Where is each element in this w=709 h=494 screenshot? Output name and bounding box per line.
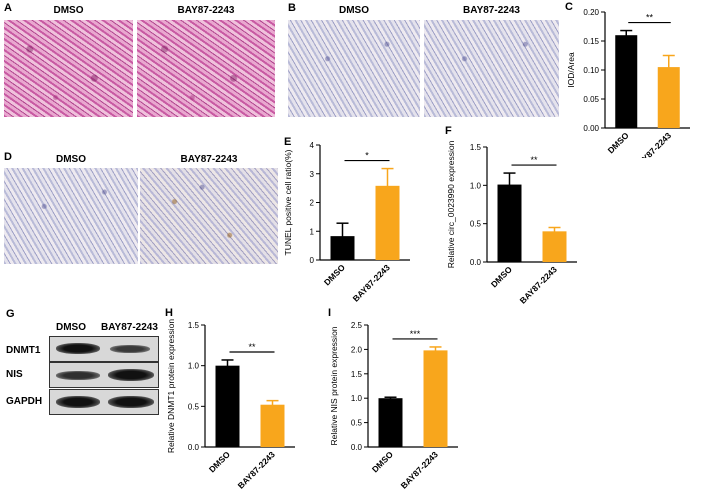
blot-lane-label-bay: BAY87-2243: [101, 322, 158, 333]
panel-a-label-dmso: DMSO: [53, 5, 84, 16]
panel-letter-i: I: [328, 307, 331, 319]
y-tick-label: 1.0: [188, 362, 200, 371]
band-gapdh-dmso: [56, 396, 100, 408]
significance-stars: **: [530, 155, 538, 165]
blot-row-nis: [49, 362, 159, 388]
panel-d-label-bay: BAY87-2243: [180, 154, 238, 165]
panel-letter-d: D: [4, 151, 12, 163]
y-tick-label: 2.5: [351, 321, 363, 330]
y-tick-label: 2.0: [351, 345, 363, 354]
bar-bay87-2243: [542, 231, 567, 262]
category-label: DMSO: [489, 264, 514, 289]
panel-letter-e: E: [284, 136, 291, 148]
blot-row-label-gapdh: GAPDH: [6, 396, 43, 407]
y-tick-label: 0.5: [470, 220, 482, 229]
panel-a-label-bay: BAY87-2243: [177, 5, 235, 16]
band-dnmt1-bay: [110, 345, 150, 353]
category-label: BAY87-2243: [399, 449, 440, 490]
bar-bay87-2243: [423, 350, 448, 447]
panel-letter-h: H: [165, 307, 173, 319]
y-tick-label: 0: [310, 256, 315, 265]
band-nis-bay: [108, 369, 154, 381]
y-tick-label: 3: [310, 170, 315, 179]
tunel-image-dmso: [4, 168, 138, 264]
y-tick-label: 0.5: [188, 402, 200, 411]
band-gapdh-bay: [108, 396, 154, 408]
chart-h: H 0.0 0.5 1.0 1.5 Relative DNMT1 protein expr…: [165, 307, 295, 491]
y-tick-label: 1.5: [188, 321, 200, 330]
category-label: BAY87-2243: [236, 449, 277, 490]
tunel-image-bay: [140, 168, 278, 264]
blot-lane-label-dmso: DMSO: [56, 322, 86, 333]
y-tick-label: 1.0: [351, 394, 363, 403]
y-axis-label: Relative circ_0023990 expression: [446, 140, 456, 268]
panel-letter-f: F: [445, 125, 452, 137]
category-label: BAY87-2243: [351, 262, 392, 303]
y-tick-label: 0.0: [188, 443, 200, 452]
chart-f: F 0.0 0.5 1.0 1.5 Relative circ_0023990 expre…: [445, 125, 577, 306]
ihc-image-b-dmso: [288, 20, 420, 117]
y-axis-label: IOD/Area: [566, 52, 576, 88]
category-label: DMSO: [370, 449, 395, 474]
significance-stars: **: [248, 342, 256, 352]
y-tick-label: 0.0: [351, 443, 363, 452]
y-axis-label: TUNEL positive cell ratio(%): [283, 149, 293, 255]
y-tick-label: 1.5: [470, 143, 482, 152]
panel-b-label-dmso: DMSO: [339, 5, 369, 16]
y-tick-label: 0.0: [470, 258, 482, 267]
y-tick-label: 0.00: [583, 124, 599, 133]
y-tick-label: 1.5: [351, 370, 363, 379]
y-tick-label: 4: [310, 141, 315, 150]
blot-row-label-dnmt1: DNMT1: [6, 345, 41, 356]
category-label: DMSO: [207, 449, 232, 474]
significance-stars: *: [365, 151, 369, 161]
bar-dmso: [215, 365, 240, 447]
panel-letter-a: A: [4, 2, 12, 14]
panel-b-label-bay: BAY87-2243: [463, 5, 520, 16]
y-tick-label: 0.05: [583, 95, 599, 104]
bar-dmso: [497, 184, 522, 262]
y-tick-label: 0.10: [583, 66, 599, 75]
he-image-dmso: [4, 20, 133, 117]
he-image-bay: [137, 20, 275, 117]
panel-letter-c: C: [565, 1, 573, 13]
y-tick-label: 0.15: [583, 37, 599, 46]
y-tick-label: 0.5: [351, 419, 363, 428]
bar-dmso: [378, 398, 403, 447]
bar-bay87-2243: [260, 404, 285, 447]
significance-stars: ***: [410, 329, 421, 339]
y-tick-label: 1.0: [470, 181, 482, 190]
band-dnmt1-dmso: [56, 343, 100, 354]
blot-row-gapdh: [49, 389, 159, 415]
chart-c: C 0.00 0.05 0.10 0.15 0.20 IOD/Area DMSO BAY87-2…: [565, 1, 690, 158]
panel-letter-g: G: [6, 308, 15, 320]
blot-row-dnmt1: [49, 336, 159, 362]
ihc-image-b-bay: [424, 20, 559, 117]
y-tick-label: 1: [310, 227, 315, 236]
blot-row-label-nis: NIS: [6, 369, 23, 380]
bar-bay87-2243: [657, 67, 680, 128]
category-label: DMSO: [322, 262, 347, 287]
category-label: BAY87-2243: [632, 130, 673, 158]
y-axis-label: Relative NIS protein expression: [329, 326, 339, 445]
category-label: BAY87-2243: [518, 264, 559, 305]
y-tick-label: 2: [310, 199, 315, 208]
bar-dmso: [615, 35, 638, 129]
y-axis-label: Relative DNMT1 protein expression: [166, 319, 176, 453]
panel-d-label-dmso: DMSO: [56, 154, 86, 165]
chart-i: I 0.0 0.5 1.0 1.5 2.0 2.5 Relative NIS protein …: [328, 307, 458, 491]
panel-letter-b: B: [288, 2, 296, 14]
category-label: DMSO: [606, 130, 631, 155]
chart-e: E 0 1 2 3 4 TUNEL positive cell ratio(%) DMSO BA…: [283, 136, 410, 304]
y-tick-label: 0.20: [583, 8, 599, 17]
significance-stars: **: [646, 13, 654, 23]
band-nis-dmso: [56, 371, 100, 380]
